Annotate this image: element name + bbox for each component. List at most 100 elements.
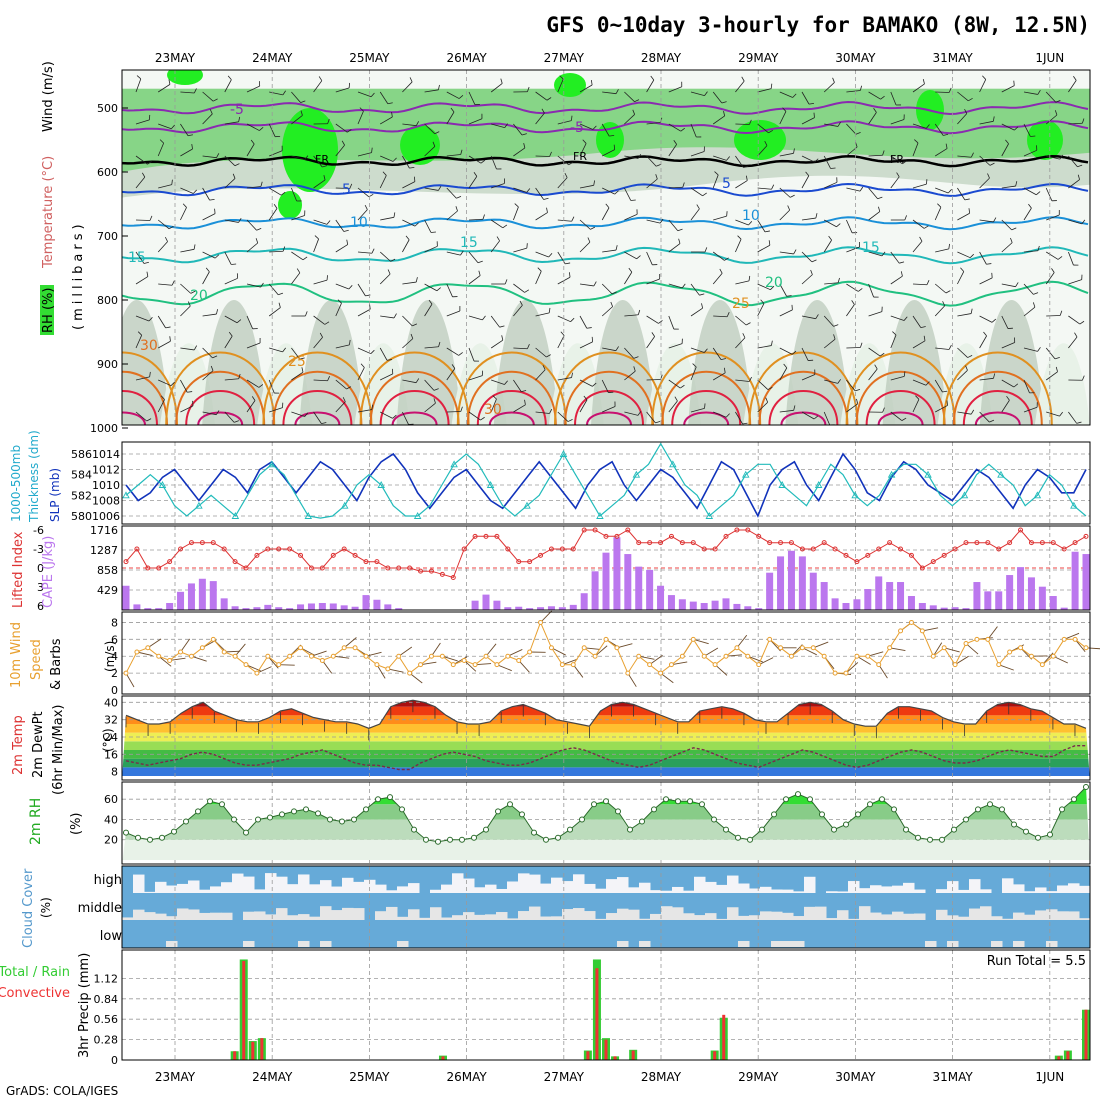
li-tick: 0: [37, 562, 44, 575]
wind-barb: [224, 277, 238, 285]
wind-barb-flag: [393, 313, 397, 319]
wind-barb-flag: [546, 354, 551, 358]
cloud-gap: [925, 941, 937, 947]
wind-barb-flag: [634, 99, 640, 103]
wind-speed-point: [461, 657, 467, 663]
wind-barb-flag: [914, 139, 919, 144]
isotherm-label: 15: [862, 240, 880, 256]
wind-barb-flag: [343, 229, 349, 232]
isotherm-warm-loop: [476, 390, 547, 425]
rh-band-dry: [354, 343, 410, 425]
cloud-gap: [650, 913, 662, 920]
wind-barb-10m: [987, 626, 998, 640]
cape-bar: [842, 603, 850, 610]
wind-barb-flag: [946, 400, 948, 406]
wind-barb-flag: [873, 108, 877, 113]
wind-barb: [246, 283, 261, 288]
wind-barb: [1091, 303, 1096, 316]
cloud-gap: [342, 907, 354, 920]
li-point: [265, 546, 271, 552]
wind-barb-flag: [348, 285, 353, 290]
wind-barb-flag: [521, 390, 527, 392]
wind-barb-flag: [568, 161, 574, 166]
wind-barb-flag: [415, 277, 418, 283]
wind-barb: [846, 403, 858, 413]
cloud-gap: [210, 912, 222, 920]
wind-barb: [668, 400, 678, 413]
wind-barb-flag: [182, 203, 187, 208]
rh-point: [603, 798, 609, 805]
wind-barb-flag: [460, 149, 463, 155]
cloud-gap: [177, 908, 189, 920]
li-point: [341, 546, 347, 552]
wind-barb-10m: [671, 661, 688, 666]
wind-barb-10m: [245, 664, 261, 672]
wind-barb: [1001, 379, 1015, 388]
cape-bar: [744, 606, 752, 610]
wind-speed-point: [1050, 653, 1056, 659]
cape-bar: [1071, 551, 1079, 610]
cloud-gap: [386, 890, 398, 893]
cape-bar: [722, 598, 730, 610]
wind-barb-flag: [214, 208, 216, 214]
wind-tick: 2: [111, 667, 118, 680]
wind-barb: [779, 251, 794, 255]
li-point: [756, 533, 762, 539]
wind-barb-flag: [970, 152, 974, 158]
wind-barb-flag: [499, 325, 505, 328]
rh-point: [459, 836, 465, 843]
wind-barb-10m: [540, 610, 552, 623]
wind-barb: [690, 123, 697, 138]
li-point: [876, 546, 882, 552]
wind-barb: [269, 407, 283, 413]
wind-barb: [624, 114, 635, 125]
wind-barb-flag: [234, 420, 239, 423]
wind-barb: [357, 152, 372, 157]
isotherms: [122, 100, 1089, 425]
rh-point: [147, 836, 153, 843]
wind-barb: [712, 115, 725, 125]
cloud-gap: [166, 885, 178, 893]
wind-barb-flag: [568, 272, 571, 278]
date-label-bottom: 26MAY: [446, 1070, 487, 1084]
wind-barb-flag: [273, 204, 278, 209]
cape-bar: [798, 556, 806, 610]
wind-barb: [801, 411, 815, 420]
wind-speed-point: [134, 649, 140, 655]
wind-barb-flag: [299, 357, 305, 360]
wind-barb-flag: [878, 206, 881, 212]
wind-barb: [868, 154, 883, 157]
wind-barb: [690, 208, 700, 221]
wind-barb-10m: [1064, 632, 1080, 640]
wind-speed-point: [614, 645, 620, 651]
wind-barb-flag: [349, 339, 351, 345]
wind-barb: [535, 271, 542, 285]
wind-barb: [157, 399, 165, 413]
isotherm-warm-loop: [865, 390, 936, 425]
slp-tick-left: 582: [71, 489, 92, 502]
wind-barb: [513, 187, 527, 193]
wind-barb-10m: [311, 650, 327, 657]
cloud-gap: [177, 883, 189, 893]
wind-barb: [646, 155, 657, 167]
rh-tick: 20: [104, 834, 118, 847]
wind-barb-10m: [147, 638, 162, 649]
cloud-gap: [1035, 910, 1047, 920]
wind-speed-point: [1039, 662, 1045, 668]
rh-point: [867, 801, 873, 808]
wind-barb-flag: [524, 289, 530, 293]
wind-speed-point: [799, 645, 805, 651]
wind-barb: [379, 251, 391, 262]
cloud-gap: [859, 888, 871, 893]
wind-barb-10m: [932, 642, 943, 657]
rh-point: [951, 826, 957, 833]
thickness-point: [450, 460, 458, 468]
li-point: [745, 527, 751, 533]
wind-barb-flag: [892, 331, 897, 336]
cape-bar: [253, 607, 261, 610]
rh-core: [282, 108, 338, 192]
wind-barb: [446, 310, 461, 317]
wind-barb: [735, 315, 747, 326]
wind-barb-flag: [1054, 110, 1058, 116]
wind-barb: [291, 215, 305, 221]
